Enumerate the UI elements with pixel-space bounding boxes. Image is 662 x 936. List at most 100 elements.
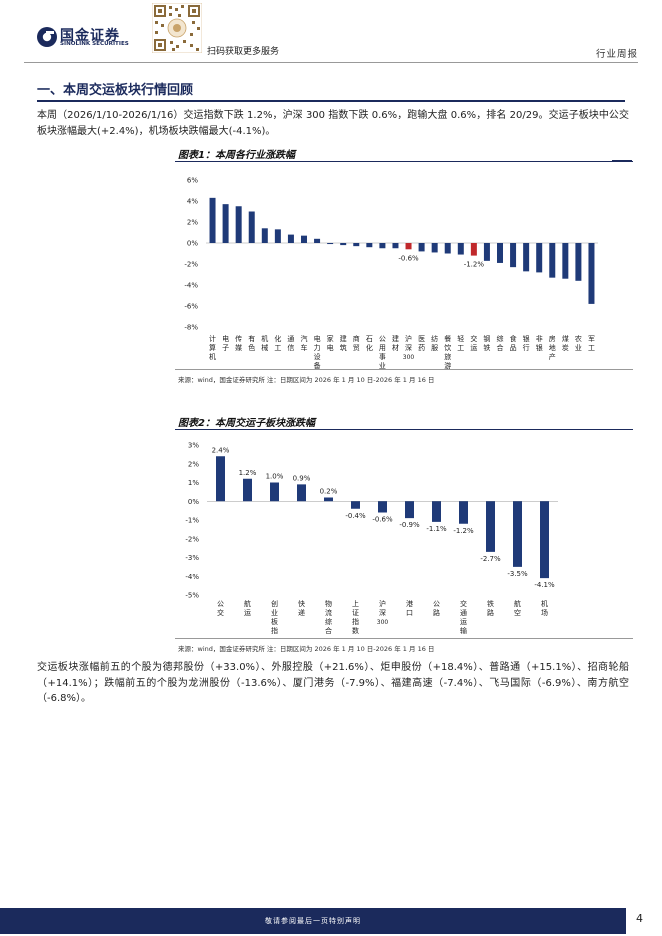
data-label: -0.6% [372,516,393,524]
y-tick-label: -2% [184,261,198,269]
y-tick-label: 1% [188,479,199,487]
bar-沪深300 [378,501,387,513]
category-label: 农业 [575,334,582,352]
logo-cn-text: 国金证券 [60,28,120,44]
category-label: 上证指数 [352,599,359,635]
bar-钢铁 [483,243,490,261]
category-label: 通信 [287,334,294,352]
category-label: 军工 [588,335,595,352]
category-label: 计算机 [209,334,216,361]
category-label: 建筑 [340,334,347,352]
category-label: 电子 [222,334,229,352]
bar-房地产 [549,243,556,278]
category-label: 机场 [541,599,548,617]
footer-bar [0,908,626,934]
category-label: 医药 [418,335,425,352]
data-label: 1.2% [239,469,257,477]
qr-code-icon[interactable] [152,3,202,53]
bar-综合 [497,243,503,263]
category-label: 公路 [433,600,440,617]
category-label: 汽车 [301,334,308,352]
figure1-accent [612,160,632,162]
category-label: 轻工 [457,334,464,352]
category-label: 沪深 300 [403,334,415,361]
bar-机械 [261,228,268,243]
y-tick-label: 6% [187,177,198,185]
bar-餐饮旅游 [444,243,451,254]
data-label: 0.9% [293,474,311,482]
category-label: 纺服 [431,334,438,352]
y-tick-label: -4% [184,282,198,290]
category-label: 航运 [244,599,251,617]
category-label: 家电 [327,334,334,352]
bar-公用事业 [379,243,386,249]
figure2-title-rule [175,429,633,430]
bar-轻工 [457,243,464,255]
figure2-note-rule [175,638,633,639]
data-label: -1.1% [426,525,447,533]
figure1-title-rule [175,161,633,162]
y-tick-label: 2% [187,219,198,227]
category-label: 创业板指 [271,599,278,635]
bar-非银 [536,243,543,273]
bar-石化 [366,243,373,248]
category-label: 房地产 [549,334,556,361]
category-label: 物流综合 [325,599,332,635]
category-label: 公用事业 [379,335,386,370]
bar-公交 [216,456,225,502]
category-label: 钢铁 [483,334,490,352]
category-label: 机械 [261,334,268,352]
data-label: -0.9% [399,521,420,529]
category-label: 交通运输 [460,599,467,635]
category-label: 建材 [392,334,399,352]
category-label: 化工 [274,334,281,352]
company-logo: 国金证券 SINOLINK SECURITIES [36,24,136,50]
bar-食品 [510,243,517,268]
footer-disclaimer[interactable]: 敬请参阅最后一页特别声明 [265,917,361,925]
data-label: -3.5% [507,570,528,578]
y-tick-label: -1% [185,517,199,525]
transport-subsector-chart: 3% 2% 1% 0% -1% -2% -3% -4% -5% 公交 2.4% 航运 1.2% 创业板指 1… [185,442,558,635]
data-label: -4.1% [534,581,555,589]
page-number: 4 [636,912,643,925]
bar-传媒 [235,206,242,243]
category-label: 煤炭 [562,334,569,352]
bar-汽车 [301,235,307,243]
category-label: 非银 [536,334,543,352]
category-label: 公交 [217,600,224,617]
category-label: 港口 [406,599,413,617]
bar-建材 [392,243,399,249]
bar-物流综合 [324,497,333,502]
data-label: -0.6% [398,254,419,262]
header-divider [24,62,638,63]
bar-化工 [274,229,281,243]
y-tick-label: 2% [188,460,199,468]
category-label: 石化 [366,335,373,352]
y-tick-label: -2% [185,535,199,543]
bar-快递 [297,484,306,502]
bar-家电 [327,243,334,245]
logo-en-text: SINOLINK SECURITIES [60,41,129,47]
category-label: 沪深 300 [377,599,389,626]
bar-医药 [418,243,425,252]
bar-农业 [575,243,582,281]
y-tick-label: 0% [188,498,199,506]
bar-计算机 [209,197,216,243]
bar-交通运输 [459,501,468,524]
figure1-title: 图表1：本周各行业涨跌幅 [178,150,295,161]
bar-纺服 [431,243,438,253]
bar-电力设备 [314,238,321,243]
y-tick-label: -5% [185,592,199,600]
category-label: 传媒 [235,334,242,352]
category-label: 有色 [248,334,255,352]
data-label: 1.0% [266,473,284,481]
y-tick-label: 3% [188,442,199,450]
category-label: 食品 [510,334,517,352]
y-tick-label: -4% [185,573,199,581]
y-tick-label: -6% [184,303,198,311]
bar-航空 [513,501,522,567]
data-label: -1.2% [453,527,474,535]
category-label: 商贸 [353,334,360,352]
bar-银行 [523,243,530,272]
bar-航运 [243,478,252,502]
